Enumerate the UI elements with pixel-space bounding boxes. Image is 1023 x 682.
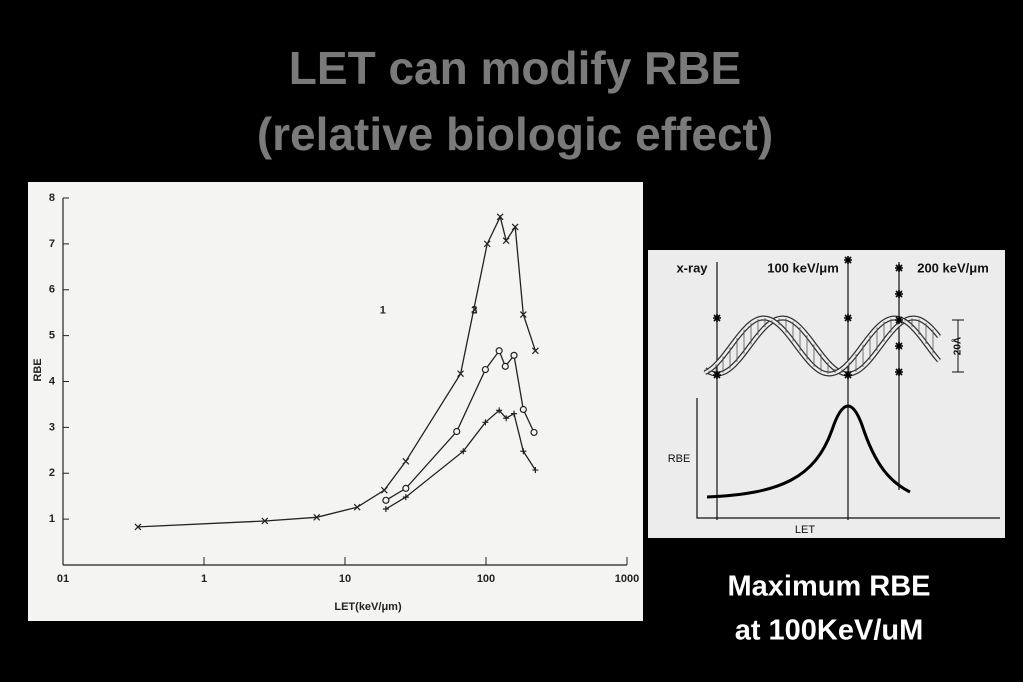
scale-label: 20Å	[951, 337, 964, 355]
marker	[134, 523, 142, 531]
diagram-label: 200 keV/μm	[917, 260, 989, 275]
marker	[496, 213, 504, 221]
hit-star	[895, 264, 903, 272]
y-axis-label: RBE	[32, 358, 44, 381]
y-tick-label: 1	[49, 513, 55, 525]
marker	[402, 484, 410, 492]
hit-star	[844, 256, 852, 264]
series-label: 2	[471, 305, 477, 317]
diagram-xlabel: LET	[795, 524, 815, 536]
hit-star	[895, 316, 903, 324]
hit-star	[895, 368, 903, 376]
y-tick-label: 4	[49, 375, 56, 387]
caption: at 100KeV/uM	[735, 615, 924, 647]
diagram-label: x-ray	[676, 260, 708, 275]
marker	[503, 415, 510, 422]
y-tick-label: 7	[49, 238, 55, 250]
diagram-axes	[696, 398, 1000, 519]
hit-star	[844, 371, 852, 379]
marker	[261, 517, 269, 525]
diagram-panel	[648, 250, 1005, 538]
series-label: 3	[471, 305, 477, 317]
marker	[402, 457, 410, 465]
marker	[382, 496, 390, 504]
marker	[482, 419, 489, 426]
x-axis-label: LET(keV/μm)	[334, 601, 402, 613]
y-tick-label: 3	[49, 421, 55, 433]
marker	[460, 448, 467, 455]
marker	[380, 486, 388, 494]
marker	[502, 237, 510, 245]
y-tick-label: 2	[49, 467, 55, 479]
marker	[519, 311, 527, 318]
marker	[353, 503, 361, 511]
title: (relative biologic effect)	[257, 108, 773, 160]
series-label: 1	[380, 305, 386, 317]
marker	[530, 428, 538, 437]
hit-star	[895, 342, 903, 350]
marker	[532, 467, 539, 474]
diagram-label: 100 keV/μm	[767, 260, 839, 275]
diagram-ylabel: RBE	[668, 453, 691, 465]
rbe-curve	[706, 404, 911, 499]
x-tick-label: 01	[57, 573, 69, 585]
chart-panel	[28, 182, 643, 621]
marker	[510, 351, 518, 359]
marker	[511, 410, 518, 417]
hit-star	[844, 314, 852, 322]
marker	[402, 494, 409, 501]
marker	[496, 407, 503, 414]
marker	[519, 405, 527, 414]
marker	[531, 347, 539, 355]
title: LET can modify RBE	[289, 42, 741, 94]
x-tick-label: 10	[339, 573, 351, 585]
x-tick-label: 1	[201, 573, 207, 585]
hit-star	[713, 371, 721, 379]
hit-star	[713, 314, 721, 322]
marker	[520, 448, 527, 455]
marker	[382, 506, 389, 513]
marker	[501, 362, 509, 370]
y-tick-label: 5	[49, 330, 55, 342]
caption: Maximum RBE	[727, 571, 930, 603]
hit-star	[895, 290, 903, 298]
marker	[481, 365, 489, 374]
marker	[457, 370, 464, 378]
x-tick-label: 1000	[615, 573, 639, 585]
marker	[495, 347, 503, 355]
x-tick-label: 100	[477, 573, 495, 585]
diagram: x-ray 100 keV/μm 200 keV/μm 20Å RBE LET	[648, 250, 1005, 538]
marker	[313, 513, 321, 521]
marker	[453, 427, 461, 436]
marker	[511, 223, 519, 231]
marker	[483, 240, 491, 248]
y-tick-label: 8	[49, 192, 55, 204]
dna-helix	[703, 256, 941, 379]
y-tick-label: 6	[49, 284, 55, 296]
